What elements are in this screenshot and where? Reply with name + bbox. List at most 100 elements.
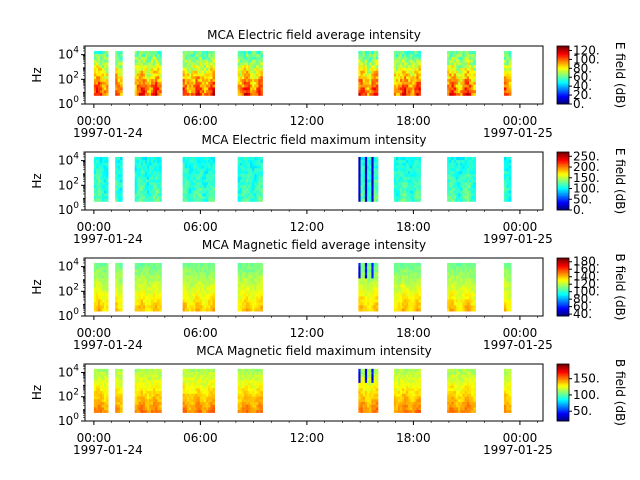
colorbar-segment — [557, 64, 569, 67]
heatmap-cell — [197, 92, 201, 96]
heatmap-cell — [466, 67, 470, 71]
heatmap-cell — [106, 268, 109, 273]
heatmap-cell — [97, 407, 101, 411]
heatmap-cell — [453, 287, 457, 291]
heatmap-cell — [95, 265, 99, 270]
heatmap-cell — [153, 67, 156, 71]
heatmap-cell — [95, 73, 99, 77]
heatmap-cell — [458, 283, 461, 288]
heatmap-cell — [362, 173, 366, 177]
heatmap-cell — [256, 293, 259, 297]
heatmap-cell — [93, 184, 97, 188]
heatmap-cell — [508, 75, 512, 80]
heatmap-cell — [115, 156, 118, 161]
heatmap-cell — [147, 305, 150, 309]
heatmap-cell — [144, 308, 148, 312]
colorbar-segment — [557, 50, 569, 53]
heatmap-cell — [471, 302, 474, 306]
heatmap-cell — [237, 67, 241, 71]
heatmap-cell — [157, 290, 160, 294]
heatmap-cell — [106, 277, 109, 282]
heatmap-cell — [97, 187, 101, 191]
heatmap-cell — [414, 53, 417, 57]
colorbar-segment — [557, 156, 569, 159]
heatmap-cell — [136, 198, 140, 202]
heatmap-cell — [136, 50, 140, 55]
heatmap-cell — [418, 165, 421, 169]
heatmap-cell — [447, 67, 450, 71]
heatmap-cell — [254, 176, 257, 180]
heatmap-cell — [473, 198, 476, 202]
heatmap-cell — [464, 198, 468, 202]
heatmap-cell — [397, 159, 401, 163]
heatmap-cell — [408, 274, 411, 279]
heatmap-cell — [210, 280, 213, 285]
heatmap-cell — [157, 193, 160, 197]
heatmap-cell — [191, 67, 194, 71]
heatmap-cell — [464, 67, 468, 71]
heatmap-cell — [237, 168, 241, 172]
heatmap-cell — [414, 299, 417, 303]
heatmap-cell — [208, 62, 211, 66]
heatmap-cell — [147, 190, 150, 194]
heatmap-cell — [453, 274, 457, 279]
heatmap-cell — [364, 156, 368, 161]
heatmap-cell — [371, 170, 374, 174]
heatmap-cell — [406, 265, 409, 270]
heatmap-cell — [371, 268, 374, 273]
heatmap-cell — [95, 407, 99, 411]
heatmap-cell — [254, 87, 257, 91]
heatmap-cell — [189, 290, 192, 294]
heatmap-cell — [393, 53, 397, 57]
heatmap-cell — [151, 187, 154, 191]
heatmap-cell — [248, 195, 251, 199]
heatmap-cell — [466, 193, 470, 197]
heatmap-cell — [412, 156, 415, 161]
heatmap-cell — [155, 290, 158, 294]
heatmap-cell — [101, 287, 105, 291]
heatmap-cell — [468, 268, 472, 273]
heatmap-cell — [95, 280, 99, 285]
heatmap-cell — [195, 283, 198, 288]
heatmap-cell — [210, 195, 213, 199]
heatmap-cell — [212, 64, 215, 68]
heatmap-cell — [97, 377, 101, 381]
heatmap-cell — [210, 274, 213, 279]
heatmap-cell — [473, 265, 476, 270]
heatmap-cell — [201, 64, 205, 68]
heatmap-cell — [364, 184, 368, 188]
heatmap-cell — [149, 162, 152, 166]
heatmap-cell — [395, 262, 399, 267]
heatmap-cell — [149, 81, 152, 85]
colorbar-segment — [557, 294, 569, 297]
heatmap-cell — [149, 59, 152, 63]
heatmap-cell — [104, 385, 107, 389]
heatmap-cell — [153, 274, 156, 279]
heatmap-cell — [159, 73, 162, 77]
heatmap-cell — [95, 283, 99, 288]
heatmap-cell — [155, 385, 158, 389]
heatmap-cell — [508, 268, 512, 273]
x-tick-label: 12:00 — [290, 326, 325, 340]
heatmap-cell — [404, 50, 407, 55]
heatmap-cell — [147, 265, 150, 270]
panel-title: MCA Magnetic field average intensity — [202, 238, 426, 252]
heatmap-cell — [184, 87, 188, 91]
heatmap-cell — [186, 287, 190, 291]
heatmap-cell — [408, 293, 411, 297]
heatmap-cell — [159, 179, 162, 183]
heatmap-cell — [256, 190, 259, 194]
heatmap-cell — [208, 64, 211, 68]
heatmap-cell — [197, 293, 201, 297]
heatmap-cell — [402, 89, 405, 93]
heatmap-cell — [449, 53, 452, 57]
heatmap-cell — [364, 53, 368, 57]
heatmap-cell — [243, 73, 247, 77]
heatmap-cell — [93, 379, 97, 383]
heatmap-cell — [95, 165, 99, 169]
heatmap-cell — [260, 184, 263, 188]
heatmap-cell — [184, 165, 188, 169]
heatmap-cells — [93, 368, 512, 413]
heatmap-cell — [142, 407, 146, 411]
heatmap-cell — [503, 176, 507, 180]
